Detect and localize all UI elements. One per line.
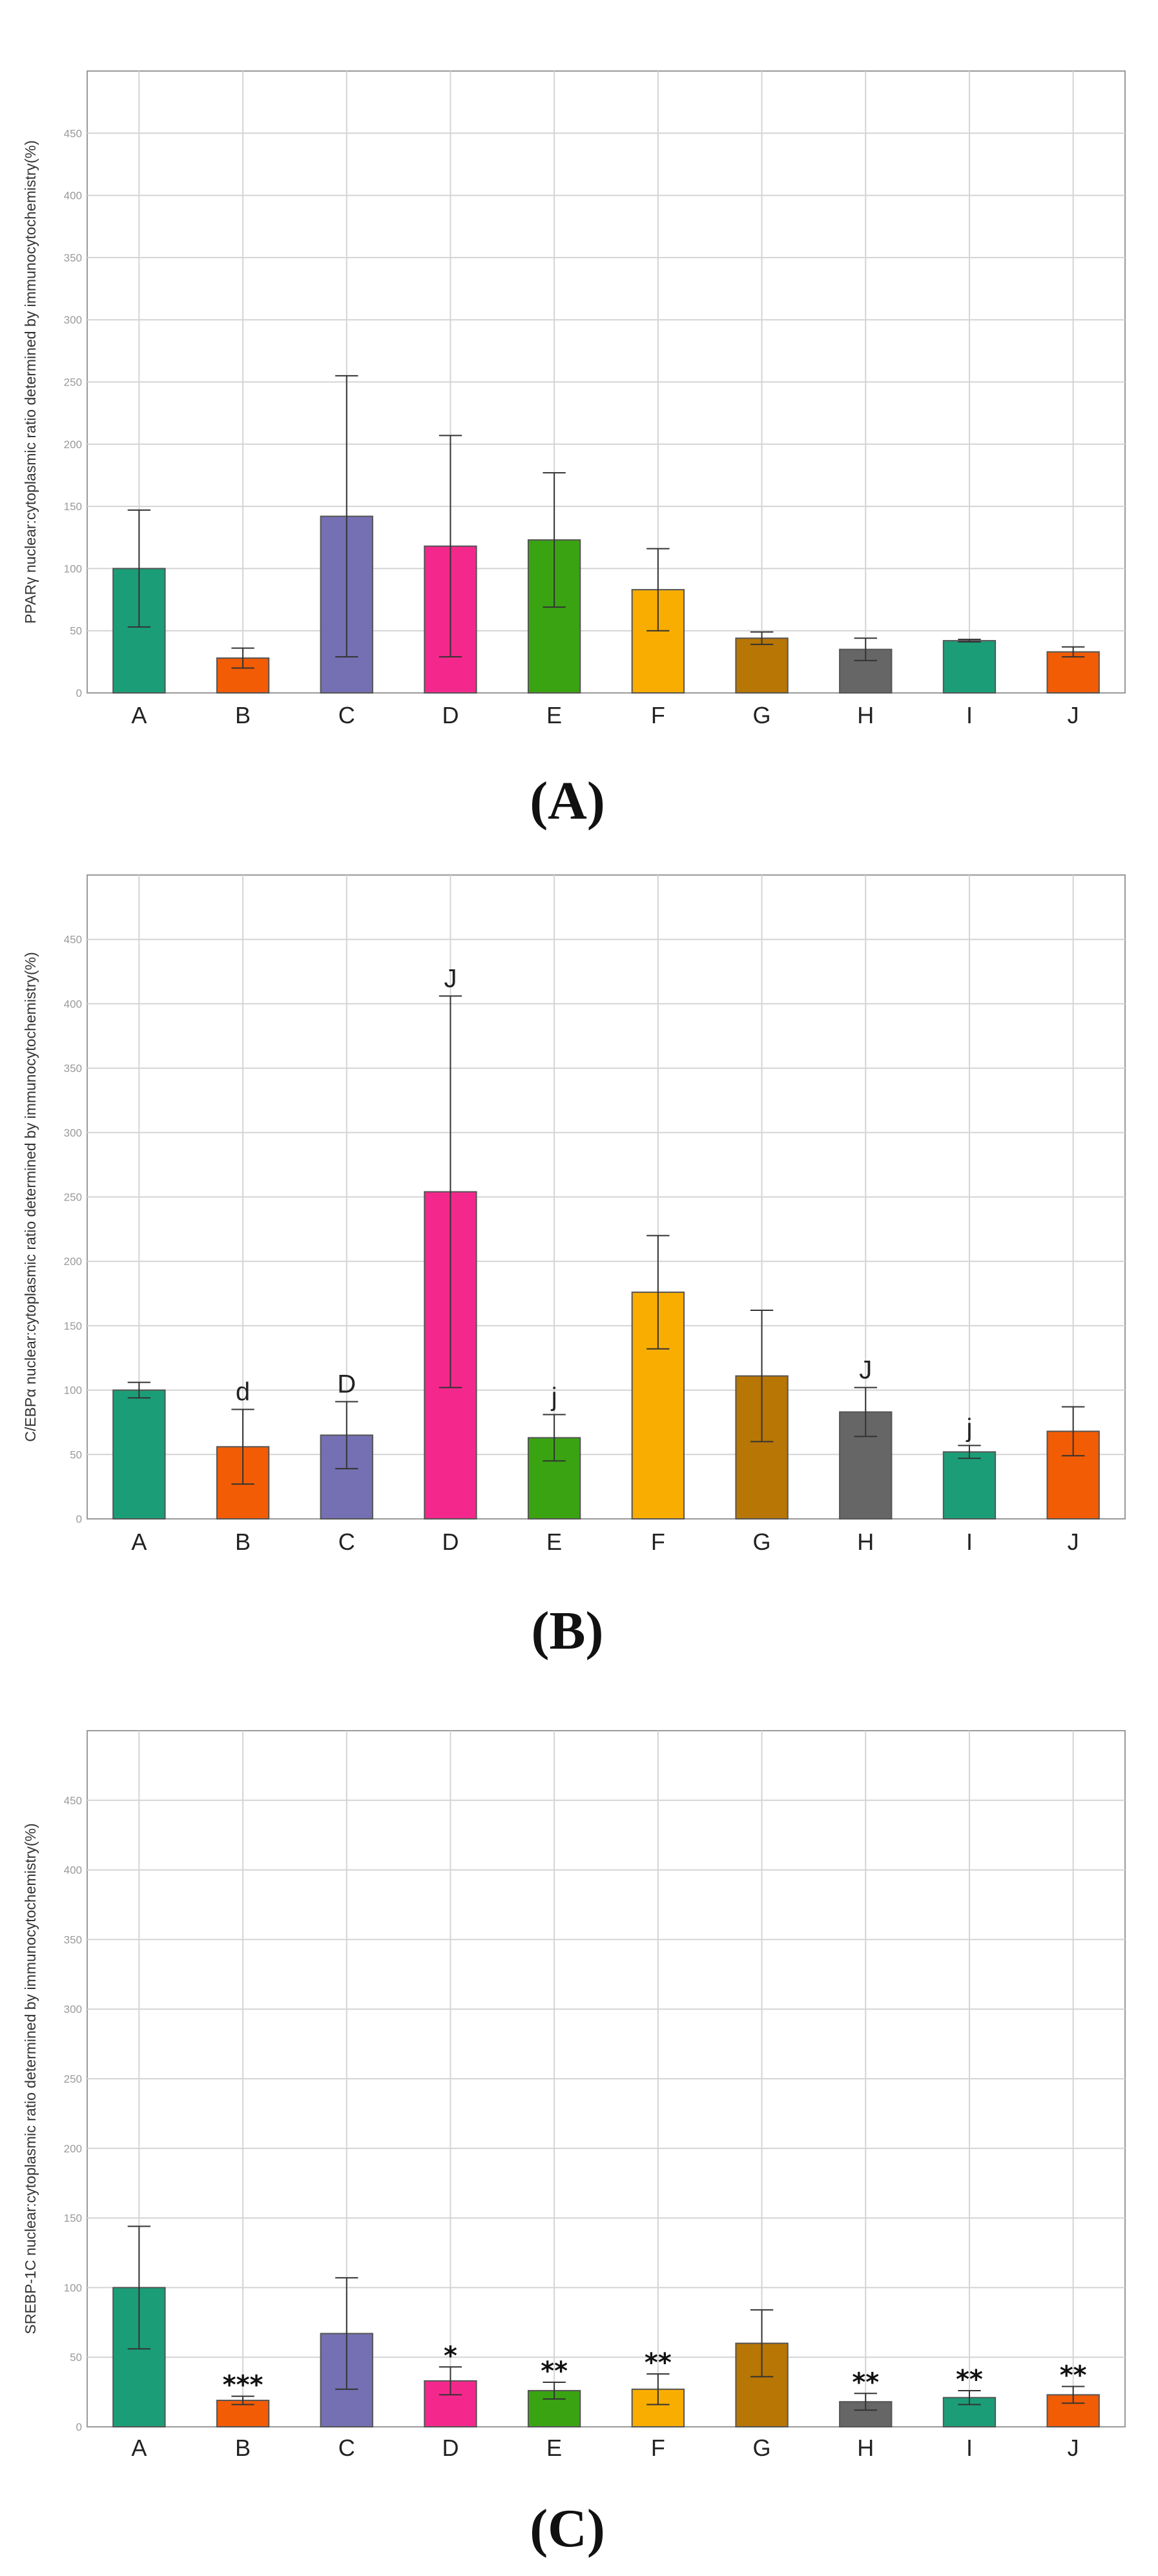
significance-label: j [966,1414,973,1442]
y-tick-label: 250 [64,2073,82,2085]
y-tick-label: 300 [64,2003,82,2015]
x-category-label: G [753,1529,771,1555]
x-category-label: G [753,702,771,728]
y-tick-label: 0 [76,2421,82,2433]
y-tick-label: 150 [64,500,82,513]
panel-b: 0 50 100 150 200 250 300 350 400 450 C/EBPα nuclea… [22,874,1126,1661]
x-category-label: A [131,2435,147,2461]
significance-label: J [444,964,457,993]
bar-h [839,2401,893,2427]
y-tick-label: 400 [64,1864,82,1877]
significance-label: J [859,1356,872,1385]
y-axis-label: PPARγ nuclear:cytoplasmic ratio determin… [22,140,39,624]
y-tick-label: 50 [70,2351,82,2364]
x-category-label: F [651,1529,665,1555]
significance-label: *** [223,2371,264,2400]
x-category-label: C [338,1529,355,1555]
bar-e [527,2389,581,2428]
y-tick-label: 0 [76,1513,82,1525]
x-category-label: E [546,2435,562,2461]
y-tick-label: 400 [64,998,82,1010]
x-category-label: B [235,2435,251,2461]
bar-a [112,1389,166,1520]
panel-c: 0 50 100 150 200 250 300 350 400 450 SREBP-1C nucl… [22,1730,1126,2559]
y-tick-label: 300 [64,314,82,326]
x-category-label: D [442,2435,459,2461]
significance-label: j [551,1383,557,1411]
y-tick-label: 250 [64,376,82,389]
y-tick-label: 200 [64,438,82,451]
panel-label: (A) [530,771,605,831]
x-category-label: H [857,702,874,728]
significance-label: ** [645,2348,672,2378]
y-tick-label: 100 [64,1385,82,1397]
x-category-label: B [235,702,251,728]
y-tick-label: 0 [76,687,82,699]
x-category-label: A [131,1529,147,1555]
x-category-label: D [442,702,459,728]
bar-b [216,657,270,694]
panel-label: (B) [532,1601,604,1661]
y-tick-label: 450 [64,934,82,946]
x-category-label: G [753,2435,771,2461]
x-category-label: J [1068,1529,1079,1555]
y-tick-label: 150 [64,2212,82,2225]
x-category-label: J [1068,702,1079,728]
y-tick-label: 350 [64,252,82,264]
x-category-label: A [131,702,147,728]
y-tick-label: 250 [64,1191,82,1204]
significance-label: * [444,2341,457,2371]
significance-label: ** [1060,2360,1087,2390]
y-axis-label: C/EBPα nuclear:cytoplasmic ratio determi… [22,952,39,1442]
y-tick-label: 50 [70,1448,82,1461]
y-tick-label: 350 [64,1933,82,1946]
y-tick-label: 100 [64,562,82,575]
bar-i [942,640,997,694]
panel-a: 0 50 100 150 200 250 300 350 400 450 PPARγ nuclear… [22,70,1126,831]
y-tick-label: 450 [64,1795,82,1807]
y-tick-label: 450 [64,127,82,139]
bar-i [942,1451,997,1520]
x-category-label: H [857,2435,874,2461]
x-category-label: I [966,2435,973,2461]
y-tick-label: 100 [64,2282,82,2294]
significance-label: d [236,1378,250,1406]
y-axis-label: SREBP-1C nuclear:cytoplasmic ratio deter… [22,1823,39,2334]
y-tick-label: 150 [64,1320,82,1332]
significance-label: ** [956,2365,983,2395]
x-category-label: I [966,702,973,728]
x-category-label: B [235,1529,251,1555]
y-tick-label: 200 [64,2143,82,2155]
y-tick-label: 50 [70,625,82,637]
x-category-label: F [651,702,665,728]
x-category-label: C [338,702,355,728]
x-category-label: F [651,2435,665,2461]
significance-label: ** [852,2367,879,2397]
x-category-label: D [442,1529,459,1555]
x-category-label: E [546,702,562,728]
y-tick-label: 350 [64,1062,82,1075]
x-category-label: E [546,1529,562,1555]
y-tick-label: 400 [64,190,82,202]
y-tick-label: 300 [64,1127,82,1139]
bar-g [735,637,789,694]
x-category-label: H [857,1529,874,1555]
significance-label: ** [541,2356,568,2386]
significance-label: D [337,1370,356,1399]
bar-j [1046,651,1100,694]
panel-label: (C) [530,2499,605,2559]
x-category-label: C [338,2435,355,2461]
x-category-label: J [1068,2435,1079,2461]
x-category-label: I [966,1529,973,1555]
y-tick-label: 200 [64,1255,82,1268]
